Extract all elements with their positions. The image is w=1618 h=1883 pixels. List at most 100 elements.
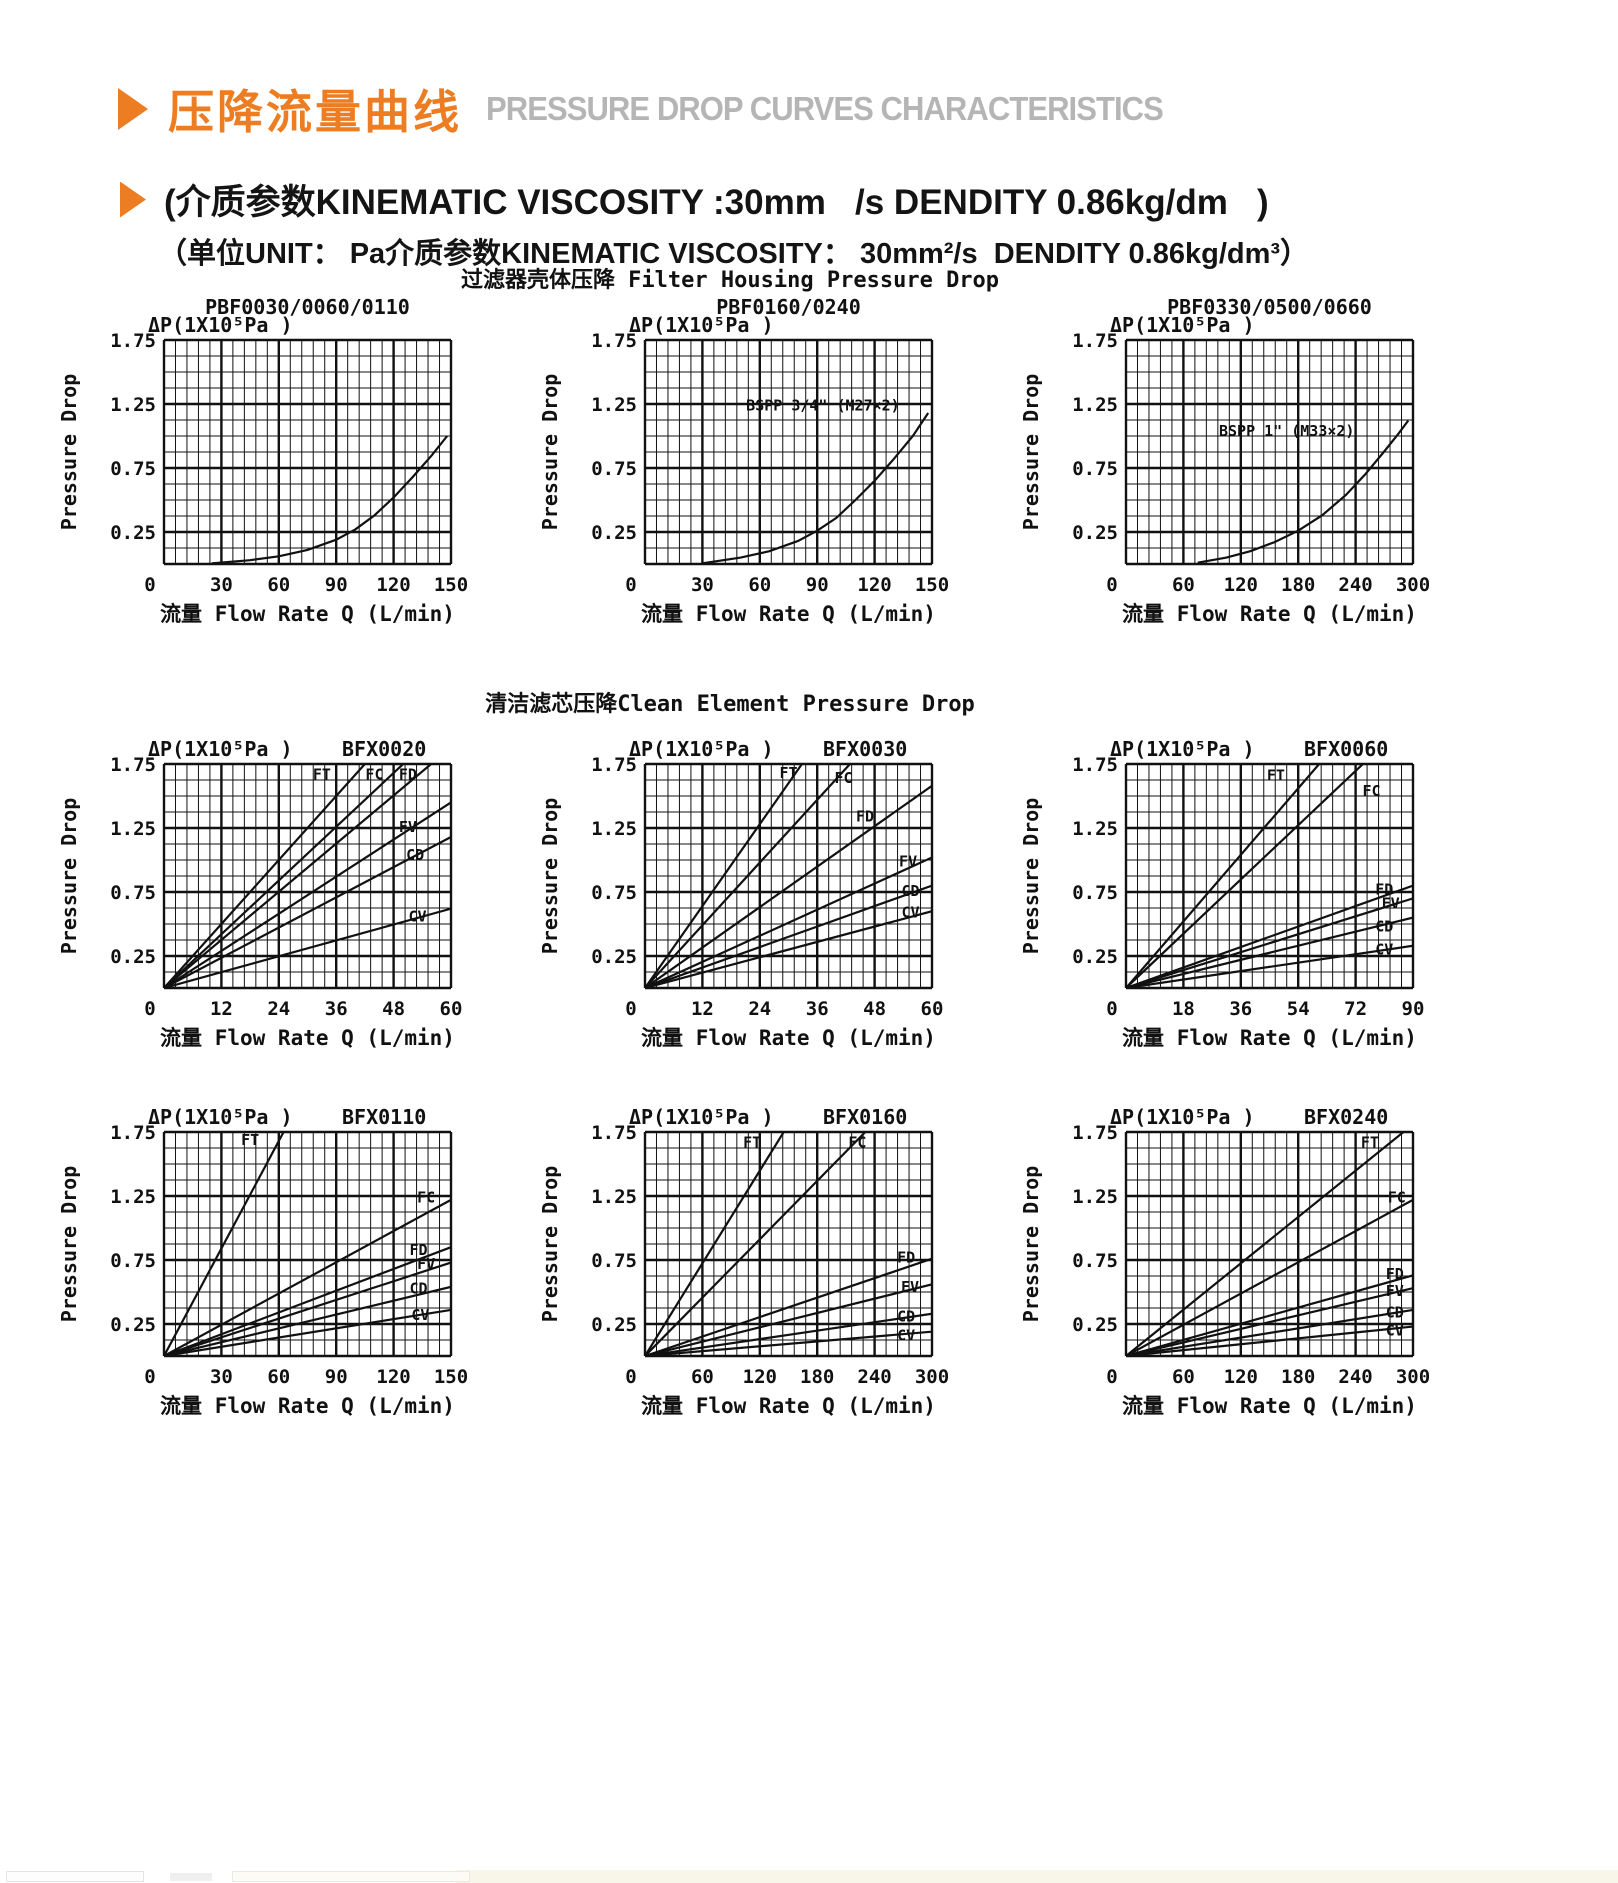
svg-text:48: 48 [863, 998, 886, 1020]
svg-text:1.25: 1.25 [1072, 394, 1118, 416]
svg-text:1.75: 1.75 [591, 754, 637, 776]
svg-text:0: 0 [144, 998, 155, 1020]
svg-text:240: 240 [1338, 574, 1372, 596]
svg-text:0.75: 0.75 [591, 1250, 637, 1272]
svg-text:0.25: 0.25 [1072, 522, 1118, 544]
footer-decoration-box [6, 1871, 144, 1882]
svg-text:BSPP 3/4" (M27×2): BSPP 3/4" (M27×2) [746, 396, 900, 414]
svg-text:90: 90 [325, 1366, 348, 1388]
svg-text:0.75: 0.75 [591, 458, 637, 480]
svg-text:1.75: 1.75 [1072, 330, 1118, 352]
svg-text:ΔP(1X10⁵Pa ): ΔP(1X10⁵Pa ) [1110, 737, 1255, 761]
svg-text:300: 300 [915, 1366, 949, 1388]
svg-text:0.25: 0.25 [110, 946, 156, 968]
svg-text:BFX0240: BFX0240 [1304, 1105, 1388, 1129]
svg-text:30: 30 [691, 574, 714, 596]
section-title-housing: 过滤器壳体压降 Filter Housing Pressure Drop [460, 268, 1000, 293]
footer-decoration-mark [170, 1873, 212, 1881]
section-title-clean-element: 清洁滤芯压降Clean Element Pressure Drop [485, 692, 975, 717]
chart-row-housing: PBF0030/0060/0110 ΔP(1X10⁵Pa ) 1.75 1.25 0.7… [46, 290, 1460, 626]
svg-text:BFX0030: BFX0030 [823, 737, 907, 761]
svg-text:1.25: 1.25 [110, 818, 156, 840]
svg-text:150: 150 [434, 574, 468, 596]
chart-bfx0110: FT FC FD FV CD CV BFX0110 ΔP(1X10⁵Pa ) 1.75 1.25 0… [46, 1082, 498, 1418]
chart-bfx0160: FT FC FD FV CD CV BFX0160 ΔP(1X10⁵Pa ) 1.75 1.25 0… [527, 1082, 979, 1418]
svg-text:30: 30 [210, 1366, 233, 1388]
svg-text:流量 Flow Rate Q (L/min): 流量 Flow Rate Q (L/min) [160, 1026, 455, 1050]
svg-text:0.25: 0.25 [1072, 946, 1118, 968]
chart-bfx0030: FT FC FD FV CD CV BFX0030 ΔP(1X10⁵Pa ) 1.75 1.25 0… [527, 714, 979, 1050]
svg-text:12: 12 [691, 998, 714, 1020]
svg-text:CD: CD [1386, 1304, 1404, 1322]
svg-text:FV: FV [1382, 895, 1400, 913]
svg-text:18: 18 [1172, 998, 1195, 1020]
svg-text:FC: FC [417, 1188, 435, 1206]
svg-text:ΔP(1X10⁵Pa ): ΔP(1X10⁵Pa ) [629, 313, 774, 337]
svg-text:Pressure Drop: Pressure Drop [1019, 1166, 1043, 1323]
svg-text:36: 36 [806, 998, 829, 1020]
footer-strip [455, 1870, 1618, 1883]
svg-text:72: 72 [1344, 998, 1367, 1020]
svg-text:FV: FV [399, 818, 417, 836]
svg-text:0: 0 [625, 574, 636, 596]
svg-text:180: 180 [1281, 1366, 1315, 1388]
svg-text:0: 0 [1106, 574, 1117, 596]
page-title-cn: 压降流量曲线 [168, 86, 462, 138]
chart-row-clean-element-2: FT FC FD FV CD CV BFX0110 ΔP(1X10⁵Pa ) 1.75 1.25 0… [46, 1082, 1460, 1418]
chart-svg-pbf0160-0240: BSPP 3/4" (M27×2) PBF0160/0240ΔP(1X10⁵Pa … [538, 295, 949, 626]
svg-text:90: 90 [806, 574, 829, 596]
svg-text:FD: FD [409, 1241, 427, 1259]
svg-text:0.25: 0.25 [1072, 1314, 1118, 1336]
svg-text:24: 24 [748, 998, 771, 1020]
svg-text:流量 Flow Rate Q (L/min): 流量 Flow Rate Q (L/min) [641, 602, 936, 626]
svg-text:150: 150 [434, 1366, 468, 1388]
svg-text:60: 60 [267, 574, 290, 596]
svg-text:PBF0030/0060/0110: PBF0030/0060/0110 [205, 295, 410, 319]
chart-bfx0060: FT FC FD FV CD CV BFX0060 ΔP(1X10⁵Pa ) 1.75 1.25 0… [1008, 714, 1460, 1050]
svg-text:1.75: 1.75 [1072, 754, 1118, 776]
svg-text:FT: FT [743, 1133, 761, 1151]
svg-text:240: 240 [857, 1366, 891, 1388]
chart-bfx0240: FT FC FD FV CD CV BFX0240 ΔP(1X10⁵Pa ) 1.75 1.25 0… [1008, 1082, 1460, 1418]
svg-text:FT: FT [1361, 1133, 1379, 1151]
svg-text:流量 Flow Rate Q (L/min): 流量 Flow Rate Q (L/min) [1122, 602, 1417, 626]
svg-text:1.25: 1.25 [1072, 1186, 1118, 1208]
svg-text:Pressure Drop: Pressure Drop [538, 374, 562, 531]
svg-text:90: 90 [325, 574, 348, 596]
svg-text:CV: CV [411, 1306, 429, 1324]
svg-text:Pressure Drop: Pressure Drop [538, 1166, 562, 1323]
svg-text:24: 24 [267, 998, 290, 1020]
svg-text:1.25: 1.25 [110, 394, 156, 416]
svg-text:120: 120 [1224, 1366, 1258, 1388]
svg-text:1.25: 1.25 [591, 394, 637, 416]
svg-text:FC: FC [848, 1133, 866, 1151]
svg-text:120: 120 [1224, 574, 1258, 596]
svg-text:0: 0 [144, 1366, 155, 1388]
svg-text:BFX0110: BFX0110 [342, 1105, 426, 1129]
svg-text:流量 Flow Rate Q (L/min): 流量 Flow Rate Q (L/min) [641, 1026, 936, 1050]
svg-text:流量 Flow Rate Q (L/min): 流量 Flow Rate Q (L/min) [641, 1394, 936, 1418]
svg-text:0: 0 [625, 1366, 636, 1388]
svg-text:CD: CD [901, 882, 919, 900]
svg-text:ΔP(1X10⁵Pa ): ΔP(1X10⁵Pa ) [148, 737, 293, 761]
chart-bfx0020: FT FC FD FV CD CV BFX0020 ΔP(1X10⁵Pa ) 1.75 1.25 0… [46, 714, 498, 1050]
svg-text:1.75: 1.75 [110, 754, 156, 776]
svg-text:FD: FD [1375, 881, 1393, 899]
svg-text:0.25: 0.25 [591, 522, 637, 544]
svg-text:FV: FV [899, 852, 917, 870]
svg-text:0: 0 [1106, 1366, 1117, 1388]
svg-text:1.25: 1.25 [110, 1186, 156, 1208]
chart-svg-bfx0020: FT FC FD FV CD CV BFX0020 ΔP(1X10⁵Pa )1.75 1.25 0… [57, 737, 462, 1050]
chart-pbf0330-0500-0660: BSPP 1" (M33×2) PBF0330/0500/0660 ΔP(1X10⁵… [1008, 290, 1460, 626]
svg-text:ΔP(1X10⁵Pa ): ΔP(1X10⁵Pa ) [148, 1105, 293, 1129]
chart-svg-pbf0330-0500-0660: BSPP 1" (M33×2) PBF0330/0500/0660ΔP(1X10⁵… [1019, 295, 1430, 626]
svg-text:1.75: 1.75 [1072, 1122, 1118, 1144]
svg-text:60: 60 [1172, 574, 1195, 596]
svg-text:CV: CV [897, 1327, 915, 1345]
svg-text:0.75: 0.75 [110, 882, 156, 904]
svg-text:FV: FV [901, 1278, 919, 1296]
svg-text:FC: FC [365, 765, 383, 783]
svg-text:180: 180 [1281, 574, 1315, 596]
